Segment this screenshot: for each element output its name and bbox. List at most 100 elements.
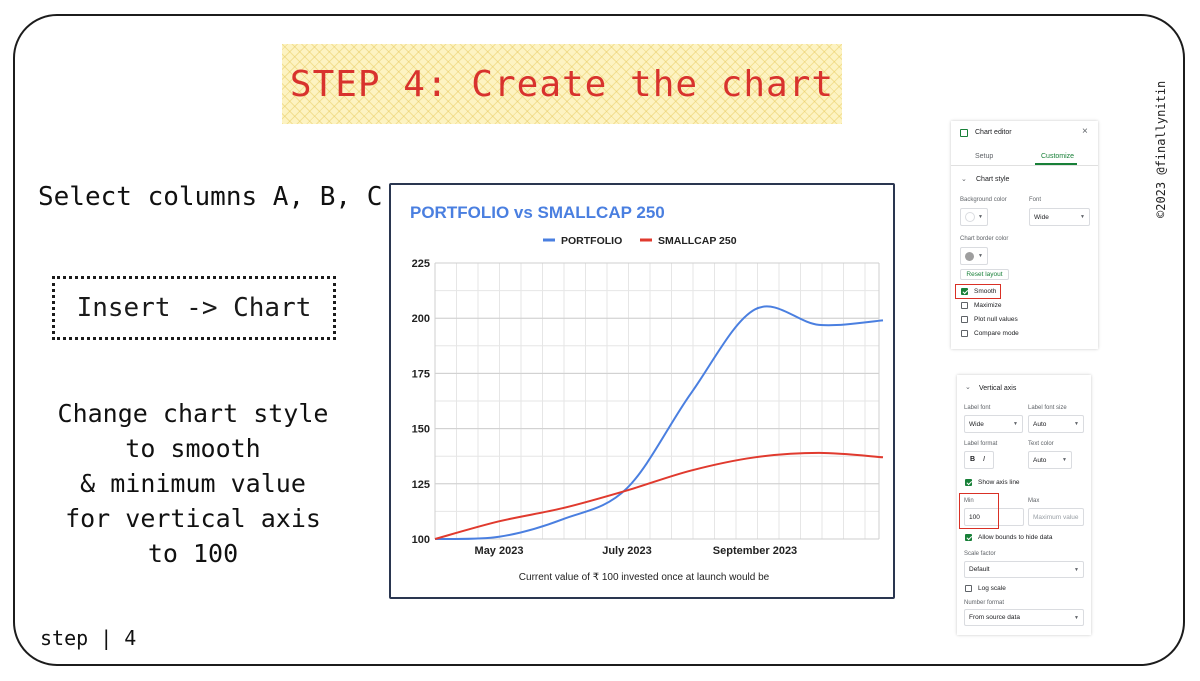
allow-bounds-checkbox[interactable] [965, 534, 972, 541]
instruction-note: Change chart style to smooth & minimum v… [40, 396, 346, 571]
max-label: Max [1028, 498, 1040, 504]
legend-label: PORTFOLIO [561, 235, 622, 247]
chart-editor-icon [960, 129, 968, 137]
series-line [434, 451, 884, 540]
min-highlight [959, 493, 999, 529]
legend-label: SMALLCAP 250 [658, 235, 737, 247]
label-format-group: B I [964, 451, 994, 469]
plot-null-checkbox[interactable] [961, 316, 968, 323]
vertical-axis-panel: ⌄ Vertical axis Label font Label font si… [957, 375, 1091, 635]
bg-color-picker[interactable]: ▼ [960, 208, 988, 226]
maximize-label: Maximize [974, 302, 1002, 309]
show-axis-line-label: Show axis line [978, 479, 1020, 486]
slide-frame [13, 14, 1185, 666]
smooth-highlight [955, 284, 1001, 299]
chevron-down-icon[interactable]: ⌄ [961, 176, 967, 183]
min-input[interactable]: 100 [964, 508, 1024, 526]
plot-null-label: Plot null values [974, 316, 1018, 323]
chart-lines [434, 305, 884, 541]
label-font-label: Label font [964, 405, 991, 411]
chart-title: PORTFOLIO vs SMALLCAP 250 [410, 203, 665, 222]
log-scale-checkbox[interactable] [965, 585, 972, 592]
show-axis-line-checkbox[interactable] [965, 479, 972, 486]
tab-customize-underline [1035, 163, 1077, 165]
label-font-size-label: Label font size [1028, 405, 1067, 411]
bg-color-swatch [965, 212, 975, 222]
instruction-line: Change chart style [57, 399, 329, 428]
title-banner: STEP 4: Create the chart [282, 44, 842, 124]
author-handle: ©2023 @finallynitin [1140, 81, 1180, 220]
font-select-value: Wide [1034, 213, 1049, 221]
min-label: Min [964, 498, 974, 504]
line-chart: PORTFOLIO vs SMALLCAP 250 PORTFOLIO SMALL… [389, 183, 895, 599]
allow-bounds-label: Allow bounds to hide data [978, 534, 1053, 541]
italic-button[interactable]: I [983, 456, 985, 463]
y-tick-label: 200 [412, 313, 430, 325]
max-input-placeholder: Maximum value [1033, 513, 1079, 521]
maximize-checkbox[interactable] [961, 302, 968, 309]
log-scale-label: Log scale [978, 585, 1006, 592]
caret-down-icon: ▼ [978, 214, 983, 220]
reset-layout-button[interactable]: Reset layout [960, 269, 1009, 280]
chart-subtitle: Current value of ₹ 100 invested once at … [519, 572, 770, 583]
y-axis: 100 125 150 175 200 225 [412, 258, 430, 546]
y-tick-label: 225 [412, 258, 430, 270]
tab-setup[interactable]: Setup [975, 153, 994, 160]
caret-down-icon: ▼ [978, 253, 983, 259]
y-tick-label: 100 [412, 534, 430, 546]
caret-down-icon: ▼ [1074, 566, 1079, 573]
series-line [434, 305, 884, 541]
x-tick-label: September 2023 [713, 545, 797, 557]
scale-factor-select[interactable]: Default ▼ [964, 561, 1084, 578]
chart-grid [434, 262, 880, 540]
smooth-checkbox[interactable] [961, 288, 968, 295]
bold-button[interactable]: B [970, 456, 976, 463]
smooth-label: Smooth [974, 288, 997, 295]
instruction-line: to 100 [147, 539, 239, 568]
y-tick-label: 175 [412, 368, 430, 380]
max-input[interactable]: Maximum value [1028, 508, 1084, 526]
slide-title: STEP 4: Create the chart [289, 63, 835, 105]
caret-down-icon: ▼ [1074, 614, 1079, 621]
scale-factor-label: Scale factor [964, 551, 996, 557]
label-font-select[interactable]: Wide ▼ [964, 415, 1023, 433]
section-vertical-axis[interactable]: Vertical axis [979, 385, 1017, 392]
bg-color-label: Background color [960, 197, 1007, 203]
compare-mode-checkbox[interactable] [961, 330, 968, 337]
border-color-picker[interactable]: ▼ [960, 247, 988, 265]
chevron-down-icon[interactable]: ⌄ [965, 384, 971, 391]
compare-mode-label: Compare mode [974, 330, 1019, 337]
border-color-swatch [965, 251, 974, 261]
label-font-size-select[interactable]: Auto ▼ [1028, 415, 1084, 433]
border-color-label: Chart border color [960, 236, 1009, 242]
min-input-value: 100 [969, 513, 980, 521]
font-select[interactable]: Wide ▼ [1029, 208, 1090, 226]
number-format-label: Number format [964, 600, 1005, 606]
select-columns-note: Select columns A, B, C [38, 182, 383, 212]
label-font-size-value: Auto [1033, 420, 1047, 428]
number-format-value: From source data [969, 614, 1020, 621]
caret-down-icon: ▼ [1080, 214, 1085, 220]
caret-down-icon: ▼ [1062, 457, 1067, 463]
text-color-select[interactable]: Auto ▼ [1028, 451, 1072, 469]
label-font-value: Wide [969, 420, 984, 428]
section-chart-style[interactable]: Chart style [976, 176, 1010, 183]
x-tick-label: July 2023 [602, 545, 652, 557]
x-axis: May 2023 July 2023 September 2023 [475, 545, 798, 557]
scale-factor-value: Default [969, 566, 990, 573]
text-color-label: Text color [1028, 441, 1054, 447]
tabs-divider [951, 165, 1098, 166]
chart-legend: PORTFOLIO SMALLCAP 250 [543, 235, 737, 247]
step-footer: step | 4 [40, 626, 137, 650]
number-format-select[interactable]: From source data ▼ [964, 609, 1084, 626]
y-tick-label: 150 [412, 424, 430, 436]
instruction-line: to smooth [125, 434, 261, 463]
font-label: Font [1029, 197, 1042, 203]
chart-editor-title: Chart editor [975, 129, 1012, 136]
instruction-line: & minimum value [80, 469, 306, 498]
insert-chart-box: Insert -> Chart [52, 276, 336, 340]
label-format-label: Label format [964, 441, 998, 447]
close-icon[interactable]: × [1082, 126, 1088, 137]
caret-down-icon: ▼ [1013, 421, 1018, 427]
tab-customize[interactable]: Customize [1041, 153, 1075, 160]
